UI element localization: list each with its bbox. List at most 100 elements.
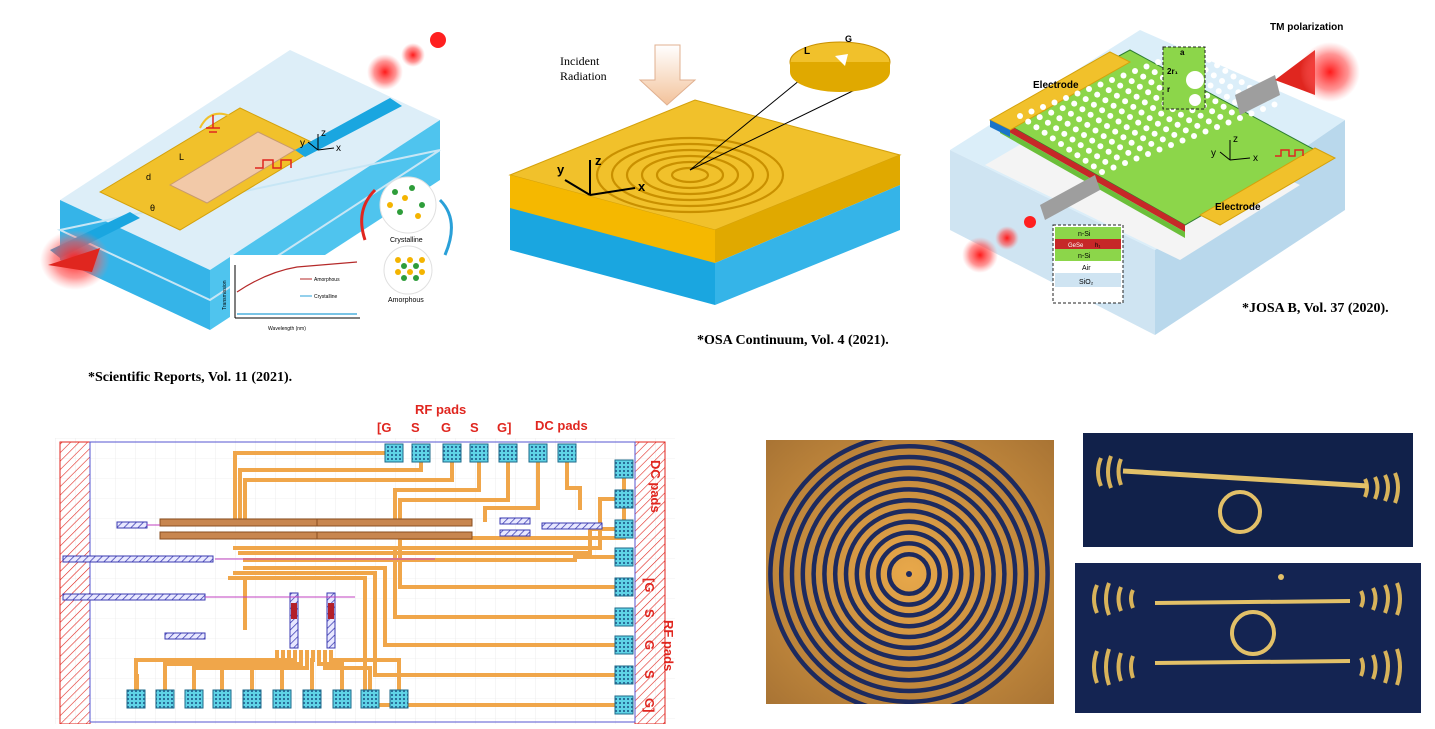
air-hole bbox=[1186, 117, 1193, 124]
metal-trace bbox=[250, 650, 303, 692]
metal-trace bbox=[233, 451, 396, 522]
tm-polarization-label: TM polarization bbox=[1270, 22, 1343, 33]
bond-pad bbox=[498, 443, 518, 463]
air-hole bbox=[1135, 119, 1142, 126]
air-hole bbox=[1151, 69, 1158, 76]
air-hole bbox=[1214, 124, 1220, 130]
air-hole bbox=[1230, 73, 1237, 80]
air-hole bbox=[1182, 127, 1189, 134]
air-hole bbox=[1086, 86, 1092, 92]
air-hole bbox=[1053, 125, 1060, 132]
dc-pads-side-label: DC pads bbox=[648, 460, 663, 513]
axis-triad: z x y bbox=[300, 128, 341, 154]
rf-side-labels: [G S G S G] bbox=[642, 578, 657, 712]
air-hole bbox=[1146, 115, 1153, 122]
svg-text:L: L bbox=[804, 46, 810, 57]
right-hatch-border bbox=[634, 441, 666, 725]
air-hole bbox=[1171, 131, 1178, 138]
bond-pad bbox=[332, 689, 352, 709]
d-label: d bbox=[146, 172, 151, 182]
air-hole bbox=[1125, 149, 1132, 156]
air-hole bbox=[1166, 116, 1173, 123]
rf-pad-labels: [G S G S G] bbox=[377, 420, 511, 435]
metal-trace bbox=[565, 460, 582, 510]
air-hole bbox=[1056, 115, 1063, 122]
air-hole bbox=[1067, 110, 1074, 117]
axis-triad: z x y bbox=[1211, 134, 1258, 164]
bond-pad bbox=[442, 443, 462, 463]
air-hole bbox=[1108, 138, 1115, 145]
air-hole bbox=[1210, 72, 1217, 79]
svg-text:G: G bbox=[441, 420, 451, 435]
air-hole bbox=[1113, 92, 1120, 99]
panel-chip-layout: RF pads [G S G S G] DC pads DC pads [G S… bbox=[55, 398, 676, 725]
air-hole bbox=[1260, 106, 1266, 112]
metal-trace bbox=[323, 650, 372, 692]
panel-photonic-crystal: Electrode Electrode TM polarization a 2r… bbox=[945, 10, 1425, 340]
svg-text:GeSe: GeSe bbox=[1068, 243, 1084, 249]
air-hole bbox=[1061, 130, 1068, 137]
air-hole bbox=[1204, 92, 1211, 99]
air-hole bbox=[1120, 72, 1127, 79]
air-hole bbox=[1212, 98, 1219, 105]
air-hole bbox=[1133, 155, 1140, 162]
concentric-grooves bbox=[595, 136, 785, 214]
air-hole bbox=[1105, 87, 1112, 94]
photo-ring-resonator-2 bbox=[1075, 563, 1421, 713]
air-hole bbox=[1177, 111, 1184, 118]
air-hole bbox=[1133, 93, 1140, 100]
svg-text:x: x bbox=[1253, 153, 1258, 164]
air-hole bbox=[1143, 125, 1150, 132]
metal-trace bbox=[243, 555, 617, 562]
air-hole bbox=[1131, 129, 1138, 136]
air-hole bbox=[1099, 107, 1106, 114]
air-hole bbox=[1063, 95, 1069, 101]
metal-trace bbox=[243, 566, 617, 647]
air-hole bbox=[1128, 139, 1135, 146]
air-hole bbox=[1017, 113, 1023, 119]
svg-text:[G: [G bbox=[642, 578, 657, 592]
bond-pad bbox=[614, 695, 634, 715]
metal-trace bbox=[243, 460, 454, 522]
air-hole bbox=[1151, 130, 1158, 137]
inset-disk: L G bbox=[789, 34, 891, 92]
metal-trace bbox=[393, 460, 481, 522]
caption-scientific-reports: *Scientific Reports, Vol. 11 (2021). bbox=[88, 370, 293, 385]
air-hole bbox=[1069, 136, 1076, 143]
bond-pad bbox=[384, 443, 404, 463]
bullseye-illustration: Incident Radiation z x y L G bbox=[508, 34, 902, 305]
air-hole bbox=[1209, 108, 1216, 115]
air-hole bbox=[1090, 101, 1097, 108]
air-hole bbox=[1051, 99, 1058, 106]
bullseye-ring bbox=[789, 454, 1029, 694]
air-hole bbox=[1128, 78, 1135, 85]
electrode-top bbox=[988, 51, 1132, 131]
air-hole bbox=[1179, 137, 1186, 144]
air-hole bbox=[1143, 63, 1150, 70]
svg-text:a: a bbox=[1180, 48, 1185, 57]
svg-text:G: G bbox=[845, 34, 852, 44]
air-hole bbox=[1159, 136, 1166, 143]
waveguide-out bbox=[295, 98, 402, 157]
svg-text:z: z bbox=[1233, 134, 1238, 145]
air-hole bbox=[1140, 135, 1147, 142]
air-hole bbox=[1113, 154, 1120, 161]
svg-text:S: S bbox=[470, 420, 479, 435]
svg-text:Wavelength (nm): Wavelength (nm) bbox=[268, 326, 306, 332]
svg-text:x: x bbox=[638, 179, 646, 194]
bullseye-ring bbox=[886, 551, 932, 597]
air-hole bbox=[1117, 82, 1124, 89]
bullseye-ring bbox=[876, 541, 942, 607]
air-hole bbox=[1044, 119, 1051, 126]
air-hole bbox=[1087, 111, 1094, 118]
input-light-icon bbox=[962, 237, 998, 273]
svg-text:S: S bbox=[411, 420, 420, 435]
air-hole bbox=[1174, 121, 1181, 128]
rf-pads-side-label: RF pads bbox=[661, 620, 675, 671]
air-hole bbox=[1225, 119, 1232, 126]
air-hole bbox=[1033, 124, 1040, 131]
air-hole bbox=[1197, 112, 1204, 119]
air-hole bbox=[1194, 122, 1201, 129]
bullseye-ring bbox=[800, 465, 1018, 683]
photo-ring-resonator-1 bbox=[1083, 433, 1413, 547]
